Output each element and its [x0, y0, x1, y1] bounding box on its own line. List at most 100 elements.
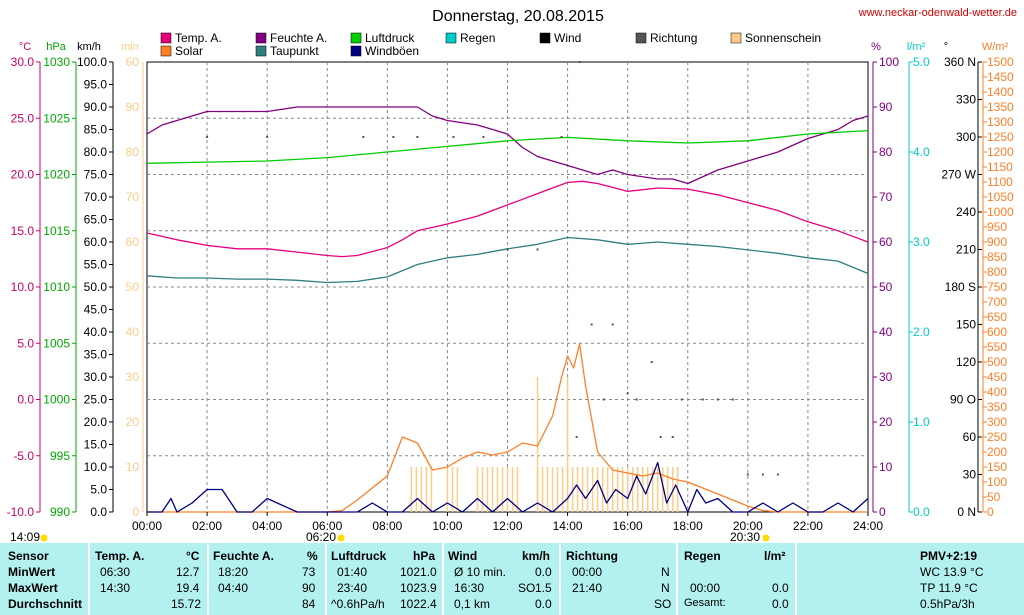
kmh-axis-label: 50.0 [84, 280, 108, 294]
legend-label: Sonnenschein [745, 31, 821, 45]
legend-swatch [635, 32, 647, 44]
sunset-marker [762, 534, 770, 542]
x-tick-label: 14:00 [553, 519, 583, 533]
solar-axis-label: 450 [987, 370, 1007, 384]
pressure-trend: ^0.6hPa/h [331, 597, 385, 611]
x-tick-label: 00:00 [132, 519, 162, 533]
legend-swatch [350, 45, 362, 57]
dir-axis-label: 30 [963, 468, 977, 482]
solar-axis-label: 0 [987, 505, 994, 519]
hpa-axis-label: 1010 [43, 280, 70, 294]
solar-axis-label: 1400 [987, 85, 1014, 99]
dir-axis-label: 360 N [944, 55, 976, 69]
solar-axis-label: 250 [987, 430, 1007, 444]
kmh-axis-label: 40.0 [84, 325, 108, 339]
temp-axis-label: 10.0 [11, 280, 35, 294]
hpa-axis-label: 1005 [43, 336, 70, 350]
dir-axis-label: 120 [956, 355, 976, 369]
humidity-max-val: 90 [302, 581, 316, 595]
temp-axis-label: 20.0 [11, 168, 35, 182]
grid [146, 61, 869, 513]
direction-point [626, 392, 629, 395]
kmh-axis-label: 5.0 [90, 483, 107, 497]
kmh-axis-label: 20.0 [84, 415, 108, 429]
stats-table: Sensor MinWert MaxWert Durchschnitt Temp… [0, 543, 1024, 615]
series-windb-enline [147, 461, 869, 513]
hpa-axis-label: 1030 [43, 55, 70, 69]
wind-r1-label: Ø 10 min. [454, 565, 507, 579]
rain-r2-val: 0.0 [772, 581, 789, 595]
legend-label: Taupunkt [270, 44, 319, 58]
direction-point [590, 323, 593, 326]
legend-label: Richtung [650, 31, 697, 45]
wind-r2-val: 1.5 [535, 581, 552, 595]
dir-axis-label: 150 [956, 318, 976, 332]
humidity-min-time: 18:20 [218, 565, 249, 579]
rain-axis-label: 2.0 [913, 325, 930, 339]
wind-head: Wind [448, 549, 478, 563]
axis-unit: km/h [77, 41, 101, 53]
dir-axis-label: 270 W [941, 168, 976, 182]
pressure-max-val: 1023.9 [400, 581, 437, 595]
hpa-axis-label: 1020 [43, 168, 70, 182]
pct-axis-label: 70 [879, 190, 893, 204]
solar-axis-label: 800 [987, 265, 1007, 279]
series-temp-a-line [146, 180, 869, 258]
sunrise-marker [337, 534, 345, 542]
direction-point [761, 473, 764, 476]
axis-unit: ° [944, 41, 948, 53]
direction-point [392, 136, 395, 138]
site-link[interactable]: www.neckar-odenwald-wetter.de [858, 7, 1017, 19]
solar-axis-label: 50 [987, 490, 1001, 504]
direction-r1-time: 00:00 [572, 565, 603, 579]
solar-axis-label: 1000 [987, 205, 1014, 219]
solar-axis-label: 1450 [987, 70, 1014, 84]
kmh-axis-label: 100.0 [77, 55, 107, 69]
rain-head: Regen [684, 549, 721, 563]
solar-axis-label: 1200 [987, 145, 1014, 159]
dir-axis-label: 0 N [957, 505, 976, 519]
stats-row-avg: Durchschnitt [8, 597, 83, 611]
pressure-max-time: 23:40 [337, 581, 368, 595]
axis-unit: min [121, 41, 139, 53]
legend-swatch [539, 32, 551, 44]
min-axis-label: 40 [126, 325, 140, 339]
weather-chart: Donnerstag, 20.08.2015 www.neckar-odenwa… [7, 7, 1017, 543]
kmh-axis-label: 95.0 [84, 78, 108, 92]
wind-r3-val: 0.0 [535, 597, 552, 611]
series-luftdruckline [146, 129, 869, 164]
direction-point [362, 136, 365, 138]
wind-r1-val: 0.0 [535, 565, 552, 579]
dir-axis-label: 240 [956, 205, 976, 219]
humidity-head: Feuchte A. [213, 549, 274, 563]
solar-axis-label: 1500 [987, 55, 1014, 69]
separator [207, 543, 209, 615]
pct-axis-label: 20 [879, 415, 893, 429]
pct-axis-label: 0 [879, 505, 886, 519]
dir-axis-label: 210 [956, 243, 976, 257]
wind-r2-label: 16:30 [454, 581, 485, 595]
separator [795, 543, 797, 615]
solar-axis-label: 1150 [987, 160, 1013, 174]
direction-point [560, 136, 563, 138]
humidity-avg: 84 [302, 597, 316, 611]
temp-axis-label: -5.0 [13, 449, 34, 463]
pressure-unit: hPa [413, 549, 436, 563]
separator [325, 543, 327, 615]
legend-label: Temp. A. [175, 31, 222, 45]
x-tick-label: 18:00 [673, 519, 703, 533]
direction-r2-dir: N [661, 581, 670, 595]
dir-axis-label: 90 O [950, 393, 976, 407]
temp-max-time: 14:30 [100, 581, 131, 595]
hpa-axis-label: 995 [50, 449, 70, 463]
rain-r2-time: 00:00 [690, 581, 721, 595]
min-axis-label: 90 [126, 100, 140, 114]
min-axis-label: 20 [126, 415, 140, 429]
solar-axis-label: 1100 [987, 175, 1013, 189]
temp-axis-label: 30.0 [11, 55, 35, 69]
solar-axis-label: 700 [987, 295, 1007, 309]
dir-axis-label: 180 S [945, 280, 976, 294]
sunset-label: 20:30 [730, 530, 760, 543]
direction-r2-time: 21:40 [572, 581, 603, 595]
axis-unit: hPa [46, 41, 66, 53]
